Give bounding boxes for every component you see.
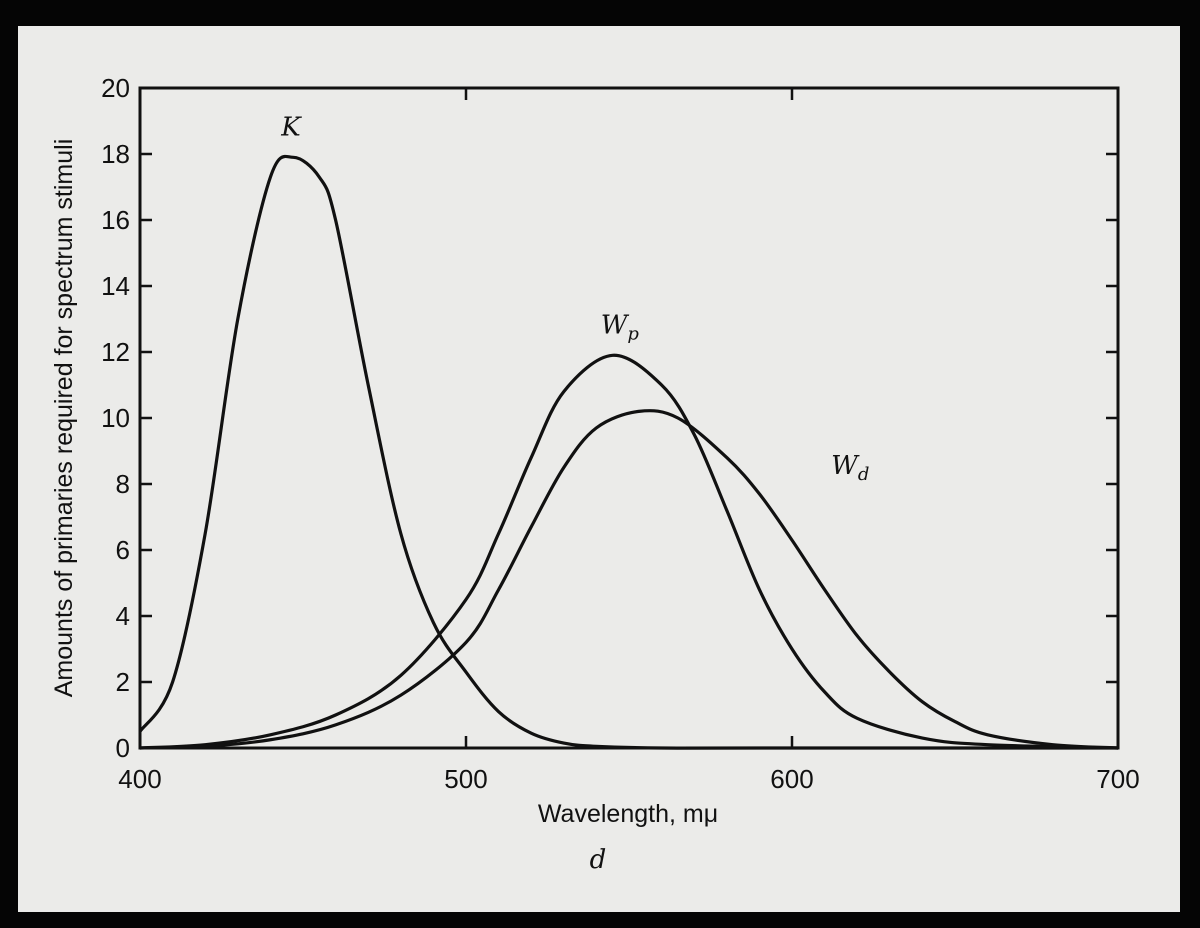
series-label-subscript: p [627,323,639,344]
y-tick-label: 10 [101,403,130,433]
series-label-main: W [831,451,860,481]
y-tick-label: 6 [116,535,130,565]
y-tick-label: 18 [101,139,130,169]
y-tick-label: 12 [101,337,130,367]
x-tick-label: 400 [118,764,161,794]
series-line-Wd [139,409,1119,750]
figure-caption: d [590,845,607,875]
series-line-Wp [139,353,1119,750]
x-tick-label: 600 [770,764,813,794]
y-tick-label: 2 [116,667,130,697]
plot-frame [138,86,1120,750]
y-tick-label: 8 [116,469,130,499]
y-axis-label: Amounts of primaries required for spectr… [50,139,78,698]
series-label-main: K [280,112,302,142]
series-line-K [138,154,1119,750]
series-label-K: K [280,112,302,142]
y-tick-label: 20 [101,73,130,103]
slide-panel [18,26,1180,912]
x-tick-label: 500 [444,764,487,794]
y-tick-label: 0 [116,733,130,763]
y-tick-label: 16 [101,205,130,235]
series-label-Wp: Wp [601,310,640,344]
series-label-subscript: d [858,464,870,485]
series-label-Wd: Wd [831,451,869,485]
series-label-main: W [601,310,630,340]
x-tick-label: 700 [1096,764,1139,794]
y-tick-label: 14 [101,271,130,301]
y-tick-label: 4 [116,601,130,631]
x-axis-label: Wavelength, mμ [538,800,718,828]
